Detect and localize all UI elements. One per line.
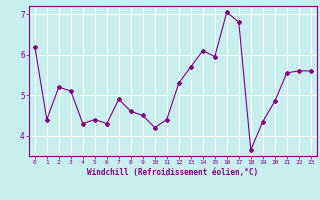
X-axis label: Windchill (Refroidissement éolien,°C): Windchill (Refroidissement éolien,°C): [87, 168, 258, 177]
